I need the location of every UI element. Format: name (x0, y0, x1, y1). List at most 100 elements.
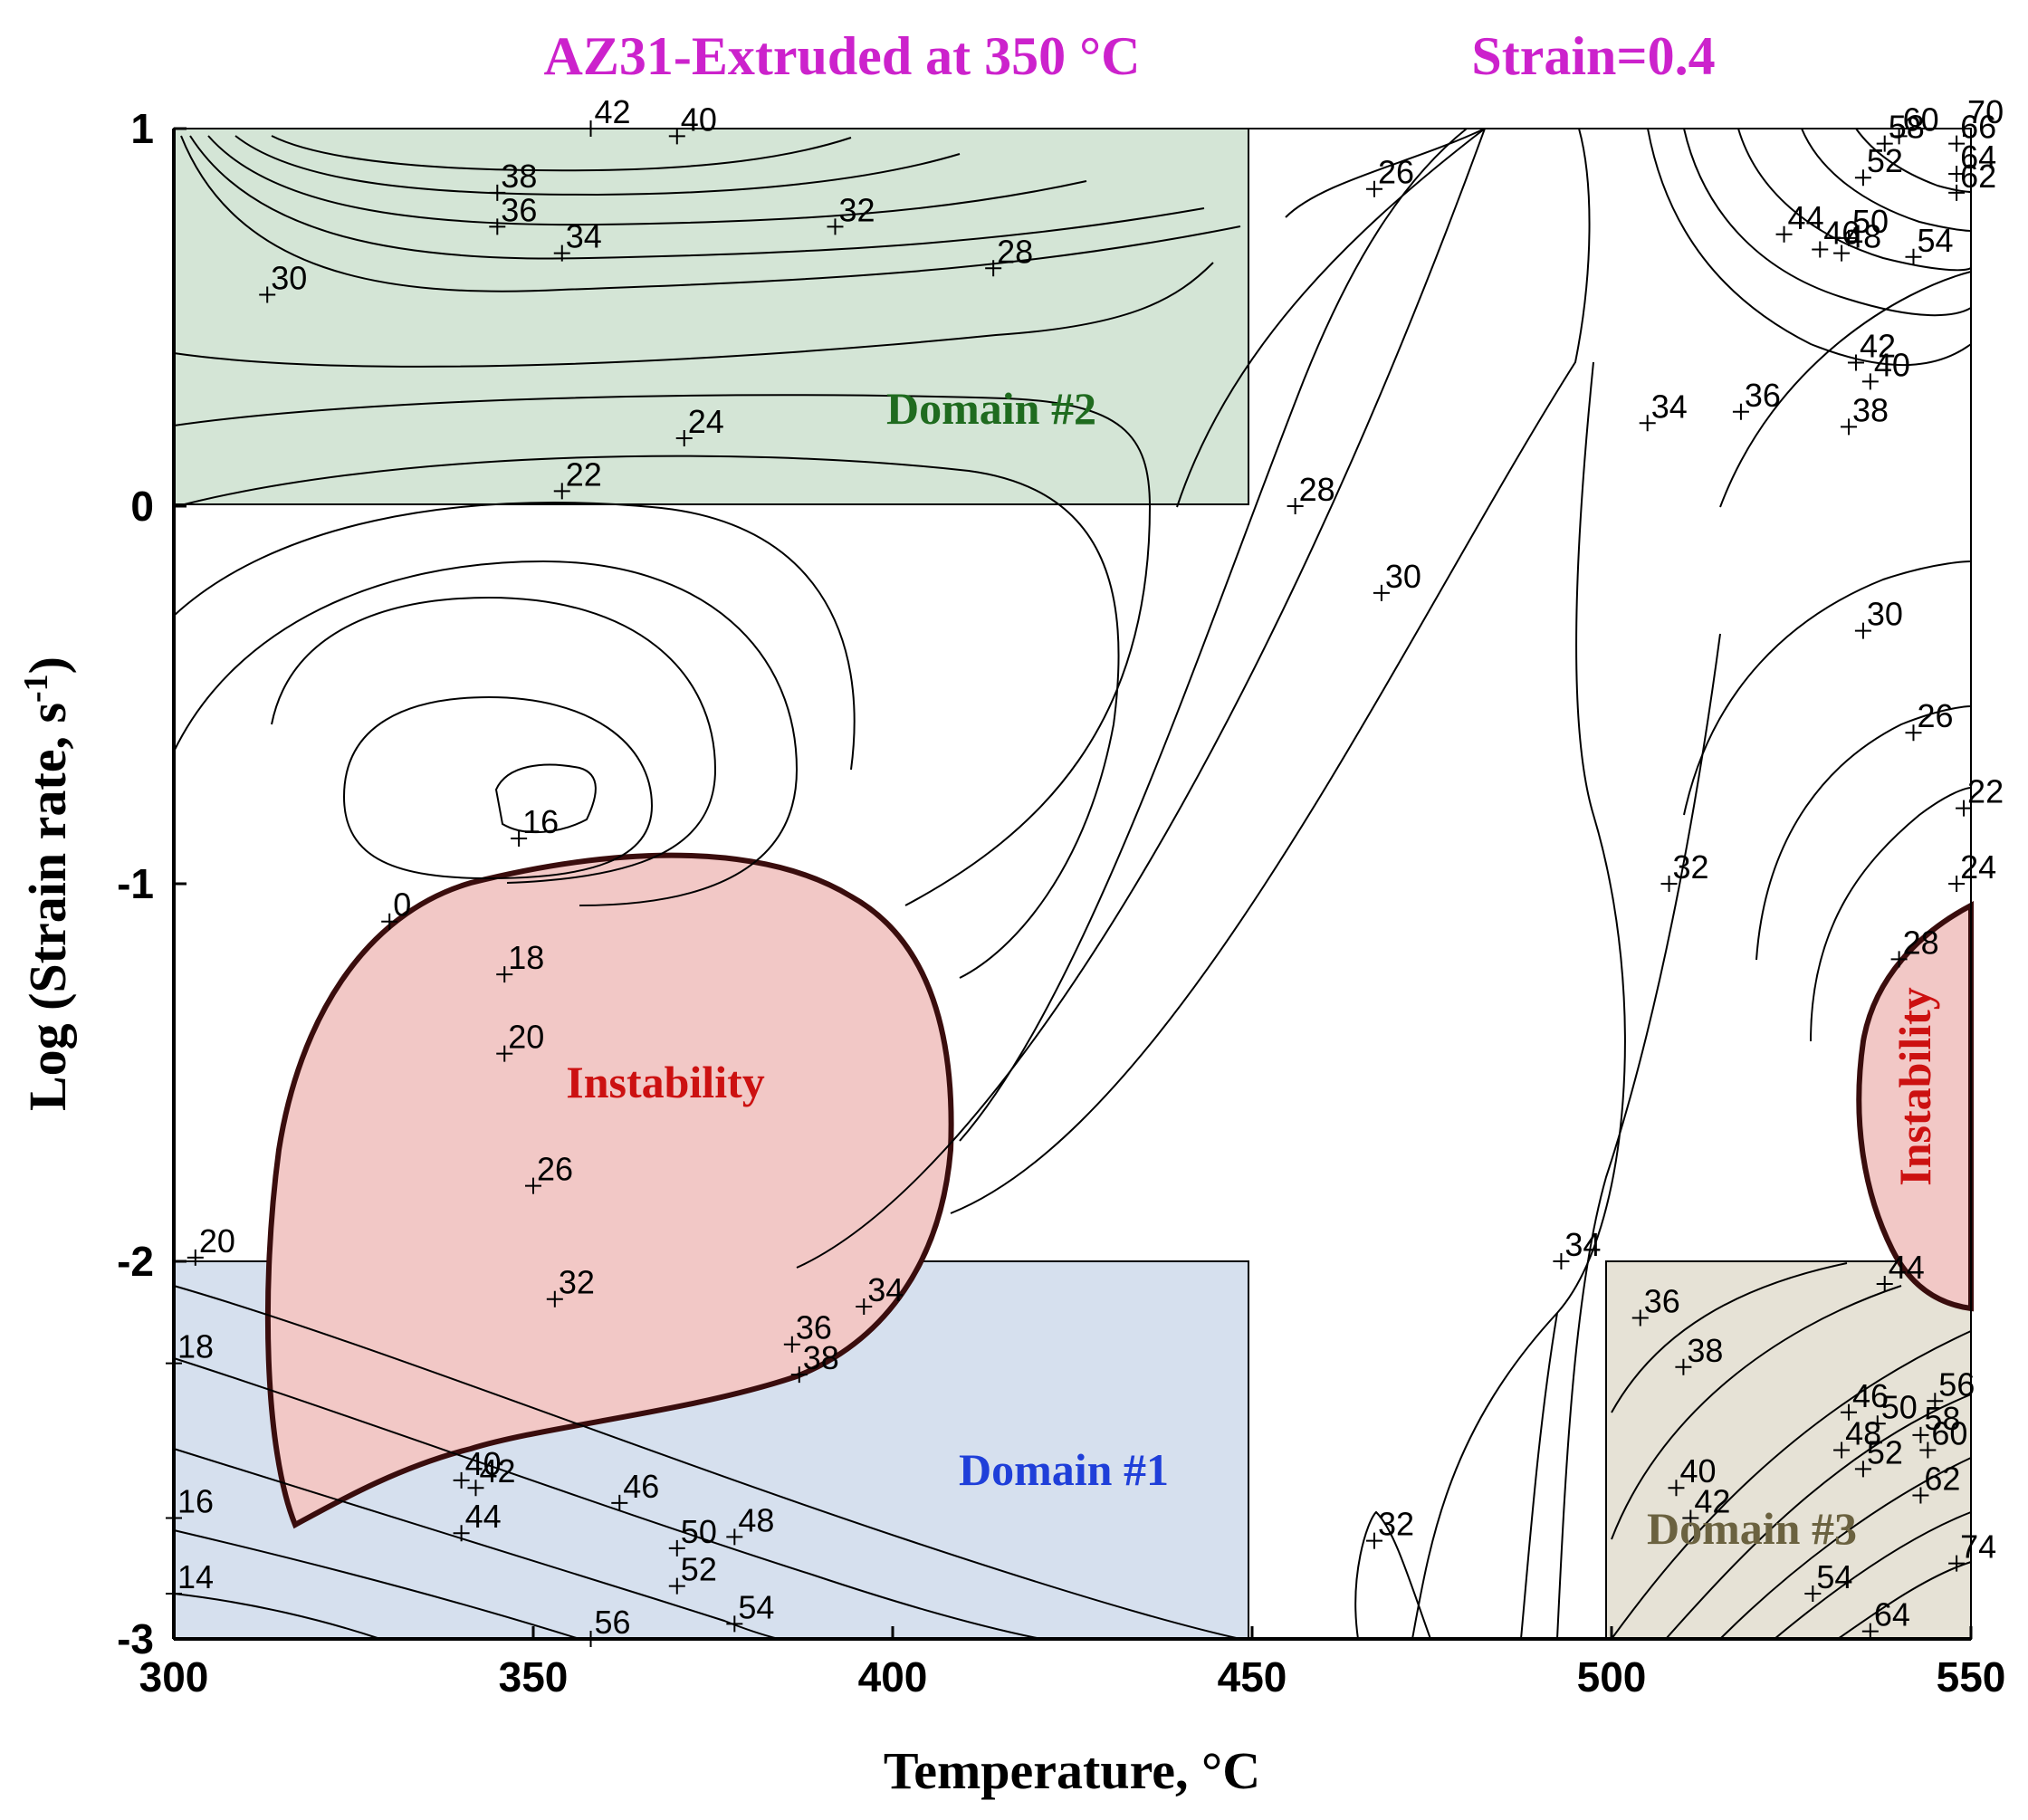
contour-label: 38 (1687, 1332, 1723, 1369)
contour-label: 62 (1924, 1461, 1960, 1498)
contour-label: 52 (681, 1551, 717, 1588)
contour-label: 54 (738, 1588, 774, 1625)
contour-marker (259, 286, 276, 303)
contour-marker (1775, 225, 1793, 243)
contour-label: 22 (1967, 773, 2004, 810)
x-axis-ticks: 300 350 400 450 500 550 (139, 1626, 2006, 1700)
y-tick-label: -3 (117, 1615, 154, 1662)
x-tick-label: 550 (1937, 1653, 2006, 1700)
contour-label: 24 (688, 403, 724, 440)
contour-label: 28 (1903, 924, 1939, 961)
contour-marker (453, 1471, 470, 1489)
contour-marker (1861, 373, 1879, 390)
contour-label: 58 (1924, 1400, 1960, 1437)
domain1-label: Domain #1 (959, 1444, 1169, 1495)
contour-marker (611, 1494, 628, 1511)
contour-marker (1876, 135, 1893, 152)
contour-marker (1854, 1461, 1871, 1478)
contour-marker (1948, 135, 1966, 152)
contour-label: 42 (1694, 1483, 1730, 1520)
x-tick-label: 300 (139, 1653, 209, 1700)
contour-marker (668, 1539, 685, 1557)
chart-subtitle: Strain=0.4 (1471, 26, 1715, 86)
contour-label: 36 (1644, 1283, 1680, 1320)
contour-label: 16 (522, 803, 559, 840)
contour-label: 34 (566, 218, 602, 255)
contour-label: 38 (501, 158, 537, 195)
contour-marker (668, 128, 685, 145)
contour-marker (1912, 1426, 1929, 1443)
contour-label: 40 (465, 1445, 502, 1482)
contour-label: 30 (1385, 558, 1421, 595)
contour-label: 32 (1378, 1506, 1414, 1543)
contour-label: 28 (1299, 471, 1335, 508)
contour-marker (467, 1480, 484, 1497)
y-tick-label: -1 (117, 860, 154, 907)
contour-marker (1639, 415, 1656, 432)
y-tick-label: 1 (130, 105, 154, 152)
contour-label: 46 (623, 1468, 659, 1505)
contour-marker (1833, 1442, 1851, 1459)
contour-marker (453, 1525, 470, 1542)
instability-label-left: Instability (566, 1057, 765, 1107)
contour-marker (1956, 800, 1973, 817)
y-axis-label-close: ) (18, 656, 77, 674)
y-axis-label: Log (Strain rate, s-1) (17, 656, 77, 1111)
contour-marker (1833, 244, 1851, 262)
contour-marker (1948, 166, 1966, 183)
contour-label: 0 (393, 886, 411, 924)
contour-label: 42 (595, 93, 631, 130)
contour-label: 46 (1823, 214, 1860, 251)
contour-label: 66 (1960, 109, 1996, 146)
contour-marker (1365, 180, 1382, 197)
contour-label: 42 (1860, 328, 1896, 365)
contour-marker (1373, 584, 1390, 601)
contour-label: 32 (1673, 848, 1709, 886)
contour-label: 60 (1931, 1415, 1967, 1452)
contour-label: 70 (1967, 93, 2004, 130)
contour-marker (1912, 1487, 1929, 1504)
contour-label: 62 (1960, 158, 1996, 195)
chart-title: AZ31-Extruded at 350 °C (543, 26, 1140, 86)
contour-label: 58 (1889, 109, 1925, 146)
contour-marker (1854, 169, 1871, 187)
contour-marker (1948, 1555, 1966, 1572)
contour-marker (1553, 1253, 1570, 1269)
contour-marker (1682, 1509, 1699, 1527)
contour-label: 36 (501, 191, 537, 228)
contour-marker (675, 429, 693, 446)
contour-marker (1841, 418, 1858, 436)
contour-label: 44 (465, 1498, 502, 1535)
contour-label: 44 (1788, 199, 1824, 236)
contour-label: 48 (1845, 1415, 1881, 1452)
contour-marker (1948, 876, 1966, 892)
contour-marker (827, 218, 844, 235)
domain2-label: Domain #2 (886, 383, 1096, 434)
contour-label: 26 (537, 1151, 573, 1188)
y-axis-ticks: 1 0 -1 -2 -3 (117, 105, 187, 1662)
contour-marker (489, 184, 506, 201)
contour-marker (525, 1177, 541, 1194)
contour-label: 30 (271, 259, 307, 296)
contour-label: 54 (1917, 222, 1953, 259)
contour-label: 38 (803, 1339, 839, 1376)
contour-label: 32 (838, 191, 875, 228)
contour-label: 14 (177, 1558, 214, 1595)
contour-lines (173, 128, 1972, 1640)
contour-marker (496, 966, 513, 983)
contour-label: 40 (1679, 1452, 1716, 1490)
contour-label: 60 (1903, 101, 1939, 138)
contour-marker (726, 1615, 743, 1633)
contour-marker (1287, 498, 1304, 514)
domain3-label: Domain #3 (1647, 1503, 1857, 1554)
contour-label: 30 (1867, 596, 1903, 633)
contour-label: 18 (508, 939, 544, 976)
instability-label-right: Instability (1889, 987, 1940, 1186)
contour-label: 24 (1960, 848, 1996, 886)
contour-marker (1948, 184, 1966, 201)
contour-label: 64 (1874, 1596, 1910, 1633)
y-axis-label-main: Log (Strain rate, s (18, 703, 77, 1111)
contour-label: 44 (1889, 1249, 1925, 1286)
contour-label: 26 (1917, 697, 1953, 734)
